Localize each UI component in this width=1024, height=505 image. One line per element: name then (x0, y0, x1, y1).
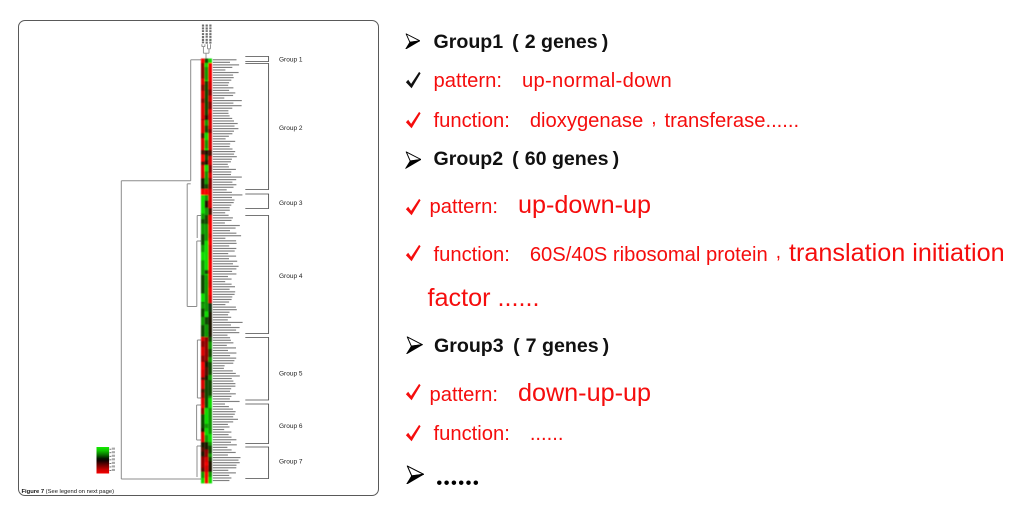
svg-text:Group 2: Group 2 (279, 125, 303, 132)
svg-text:Group 6: Group 6 (279, 423, 303, 430)
svg-text:Group 1: Group 1 (279, 56, 303, 63)
svg-text:Group 3: Group 3 (279, 200, 303, 207)
svg-text:Group 7: Group 7 (279, 458, 303, 465)
svg-text:Figure 7 (See legend on next p: Figure 7 (See legend on next page) (22, 489, 115, 495)
svg-text:Group 5: Group 5 (279, 370, 303, 377)
svg-text:Group 4: Group 4 (279, 273, 303, 280)
